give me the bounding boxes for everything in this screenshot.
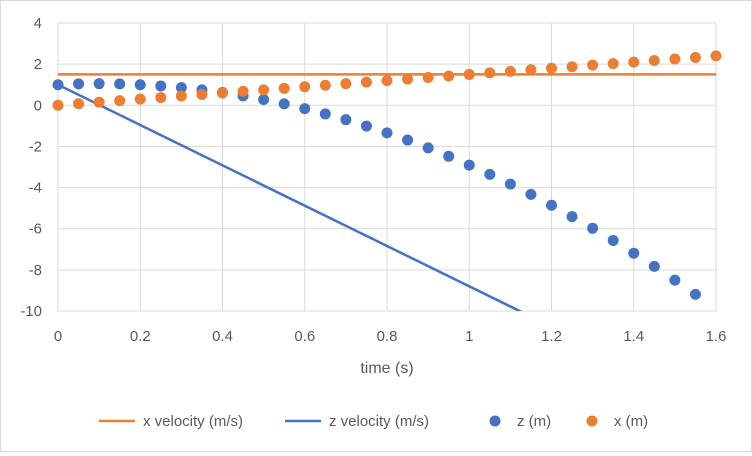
- y-tick-label: -6: [29, 221, 42, 238]
- y-tick-label: -4: [29, 180, 42, 197]
- data-point-z-m: [299, 103, 311, 115]
- data-point-z-m: [73, 78, 85, 90]
- x-tick-label: 1.4: [623, 328, 644, 345]
- data-point-z-m: [648, 260, 660, 272]
- y-tick-label: -10: [20, 303, 42, 320]
- x-tick-labels: 0 0.2 0.4 0.6 0.8 1 1.2 1.4 1.6: [54, 328, 727, 345]
- data-point-x-m: [710, 50, 722, 62]
- data-point-x-m: [134, 93, 146, 105]
- legend-label: z (m): [517, 413, 551, 430]
- legend-swatch-z-m: [489, 415, 501, 427]
- data-point-z-m: [463, 159, 475, 171]
- data-point-x-m: [175, 90, 187, 102]
- data-point-z-m: [422, 142, 434, 154]
- data-point-z-m: [484, 168, 496, 180]
- data-point-z-m: [278, 98, 290, 110]
- series-lines: [58, 73, 716, 311]
- x-tick-label: 0.2: [130, 328, 151, 345]
- data-point-z-m: [134, 79, 146, 91]
- data-point-x-m: [278, 82, 290, 94]
- data-point-x-m: [463, 68, 475, 80]
- data-point-z-m: [155, 80, 167, 92]
- data-point-x-m: [648, 55, 660, 67]
- data-point-z-m: [340, 114, 352, 126]
- data-point-x-m: [258, 84, 270, 96]
- legend-label: x (m): [614, 413, 648, 430]
- data-point-x-m: [217, 87, 228, 99]
- y-tick-label: -2: [29, 138, 42, 155]
- data-point-z-m: [402, 134, 414, 146]
- data-point-z-m: [52, 79, 64, 91]
- data-point-x-m: [237, 85, 249, 97]
- data-point-z-m: [689, 288, 701, 300]
- x-axis-title: time (s): [360, 360, 413, 377]
- data-point-x-m: [566, 61, 578, 73]
- legend-label: x velocity (m/s): [143, 413, 243, 430]
- data-point-z-m: [175, 82, 187, 94]
- data-point-z-m: [566, 211, 578, 223]
- data-point-z-m: [443, 150, 455, 162]
- data-point-x-m: [628, 56, 640, 68]
- data-point-z-m: [258, 94, 270, 106]
- x-tick-label: 1.2: [541, 328, 562, 345]
- data-point-z-m: [525, 188, 537, 200]
- legend-swatch-x-m: [586, 415, 598, 427]
- data-point-z-m: [628, 247, 640, 259]
- x-tick-label: 1: [465, 328, 473, 345]
- data-point-x-m: [402, 73, 414, 85]
- data-point-x-m: [587, 59, 599, 71]
- y-tick-label: 4: [34, 15, 42, 32]
- series-line-z-velocity-m-s: [58, 83, 523, 311]
- legend: x velocity (m/s) z velocity (m/s) z (m) x (…: [99, 413, 648, 430]
- data-point-z-m: [504, 178, 516, 190]
- y-tick-label: 2: [34, 56, 42, 73]
- data-point-x-m: [443, 70, 455, 82]
- data-point-z-m: [319, 108, 331, 120]
- data-point-x-m: [381, 75, 393, 87]
- x-tick-label: 0.8: [377, 328, 398, 345]
- data-point-z-m: [669, 274, 681, 286]
- data-point-z-m: [607, 234, 619, 246]
- x-tick-label: 1.6: [706, 328, 727, 345]
- data-point-x-m: [299, 81, 311, 93]
- y-tick-label: -8: [29, 262, 42, 279]
- data-point-x-m: [360, 76, 372, 88]
- data-point-x-m: [340, 78, 352, 90]
- data-point-x-m: [114, 95, 126, 107]
- data-point-x-m: [73, 98, 85, 110]
- data-point-x-m: [484, 67, 496, 79]
- data-point-x-m: [504, 65, 516, 77]
- data-point-x-m: [689, 51, 701, 63]
- x-tick-label: 0.4: [212, 328, 233, 345]
- data-point-z-m: [93, 78, 105, 90]
- data-point-x-m: [546, 62, 557, 74]
- x-tick-label: 0.6: [294, 328, 315, 345]
- data-point-x-m: [422, 72, 434, 84]
- data-point-x-m: [155, 92, 167, 104]
- data-point-z-m: [360, 120, 372, 132]
- data-point-z-m: [546, 199, 557, 211]
- data-point-x-m: [525, 64, 537, 76]
- data-point-x-m: [607, 58, 619, 70]
- data-point-x-m: [52, 99, 64, 111]
- series-points: [52, 50, 722, 300]
- x-tick-label: 0: [54, 328, 62, 345]
- y-tick-labels: 4 2 0 -2 -4 -6 -8 -10: [20, 15, 42, 320]
- data-point-x-m: [93, 96, 105, 108]
- data-point-x-m: [669, 53, 681, 65]
- data-point-z-m: [381, 127, 393, 139]
- data-point-z-m: [114, 78, 126, 90]
- legend-label: z velocity (m/s): [329, 413, 429, 430]
- data-point-x-m: [319, 79, 331, 91]
- data-point-x-m: [196, 88, 208, 100]
- y-tick-label: 0: [34, 97, 42, 114]
- data-point-z-m: [587, 222, 599, 234]
